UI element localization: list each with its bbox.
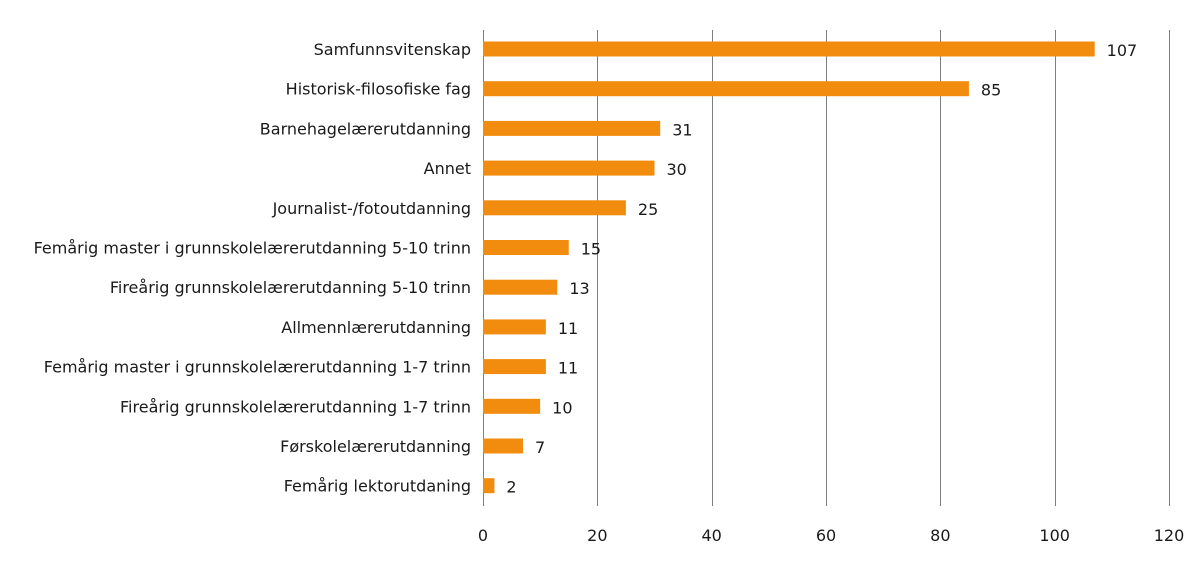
x-tick-label: 20 xyxy=(587,526,607,545)
bar xyxy=(483,240,569,255)
value-label: 10 xyxy=(552,398,572,417)
category-label: Allmennlærerutdanning xyxy=(281,318,471,337)
category-label: Fireårig grunnskolelærerutdanning 5-10 t… xyxy=(110,278,471,297)
x-tick-label: 0 xyxy=(478,526,488,545)
x-tick-label: 80 xyxy=(930,526,950,545)
x-tick-label: 40 xyxy=(701,526,721,545)
value-label: 107 xyxy=(1107,41,1138,60)
value-label: 11 xyxy=(558,359,578,378)
category-label: Fireårig grunnskolelærerutdanning 1-7 tr… xyxy=(120,397,471,416)
category-labels: Samfunnsvitenskap Historisk-filosofiske f… xyxy=(34,40,471,496)
bar xyxy=(483,478,495,494)
value-label: 31 xyxy=(672,120,692,139)
category-label: Samfunnsvitenskap xyxy=(314,40,471,59)
x-tick-label: 100 xyxy=(1039,526,1070,545)
bar xyxy=(483,41,1095,57)
category-label: Historisk-filosofiske fag xyxy=(286,80,471,99)
value-label: 85 xyxy=(981,81,1001,100)
value-label: 25 xyxy=(638,200,658,219)
bar xyxy=(483,398,541,414)
x-axis-tick-labels: 0 20 40 60 80 100 120 xyxy=(478,526,1184,545)
x-tick-label: 60 xyxy=(816,526,836,545)
bar xyxy=(483,200,626,216)
bar xyxy=(483,319,546,335)
x-tick-label: 120 xyxy=(1154,526,1185,545)
bar xyxy=(483,160,655,176)
value-label: 30 xyxy=(667,160,687,179)
bar xyxy=(483,279,558,295)
value-label: 7 xyxy=(535,438,545,457)
value-label: 13 xyxy=(569,279,589,298)
category-label: Femårig master i grunnskolelærerutdannin… xyxy=(44,358,471,377)
category-label: Annet xyxy=(424,159,471,178)
category-label: Barnehagelærerutdanning xyxy=(260,119,471,138)
value-label: 2 xyxy=(506,478,516,497)
value-label: 11 xyxy=(558,319,578,338)
category-label: Femårig lektorutdaning xyxy=(284,477,471,496)
bar xyxy=(483,359,546,375)
value-label: 15 xyxy=(581,240,601,259)
category-label: Femårig master i grunnskolelærerutdannin… xyxy=(34,239,471,258)
bar xyxy=(483,81,969,97)
category-label: Førskolelærerutdanning xyxy=(280,437,471,456)
category-label: Journalist-/fotoutdanning xyxy=(272,199,471,218)
bars xyxy=(483,41,1095,494)
bar xyxy=(483,120,661,136)
bar xyxy=(483,438,524,454)
gridlines xyxy=(483,30,1170,506)
